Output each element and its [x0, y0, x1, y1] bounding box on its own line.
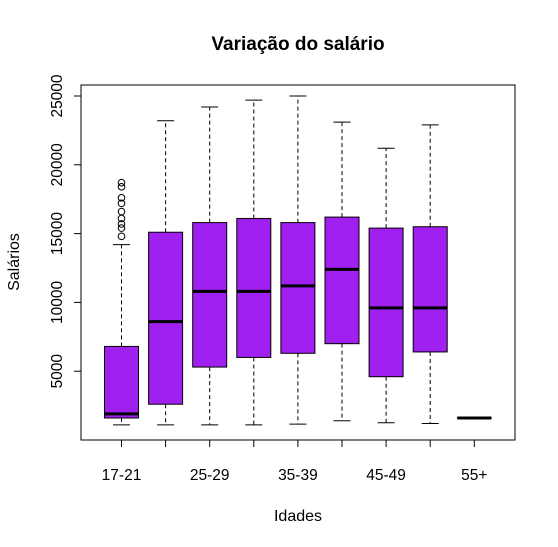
box-body — [280, 222, 316, 354]
box-30-34 — [236, 99, 272, 426]
chart-title: Variação do salário — [211, 34, 384, 55]
box-25-29 — [192, 106, 228, 426]
x-axis: 17-21 25-29 35-39 45-49 55+ — [102, 439, 487, 484]
box-22-24 — [148, 120, 184, 426]
outlier-point — [117, 183, 126, 191]
outlier-point — [117, 207, 126, 216]
x-tick-label: 35-39 — [278, 467, 318, 484]
outlier-point — [117, 232, 126, 241]
y-tick-label: 5000 — [49, 354, 66, 389]
box-body — [148, 231, 184, 405]
box-body — [324, 216, 360, 345]
box-45-49 — [368, 147, 404, 424]
box-50-54 — [412, 124, 448, 424]
x-tick-label: 55+ — [461, 467, 487, 484]
y-tick-label: 20000 — [49, 143, 66, 186]
x-tick-label: 17-21 — [102, 467, 142, 484]
box-body — [368, 227, 404, 378]
box-body — [192, 222, 228, 368]
box-17-21 — [104, 178, 139, 426]
outlier-point — [117, 224, 126, 232]
box-40-44 — [324, 121, 360, 422]
y-tick-label: 10000 — [49, 280, 66, 323]
box-body — [412, 226, 448, 353]
boxes-group — [104, 95, 492, 426]
x-tick-label: 45-49 — [366, 467, 406, 484]
outlier-point — [117, 194, 126, 202]
y-tick-label: 25000 — [49, 74, 66, 117]
x-axis-label: Idades — [274, 508, 322, 525]
y-tick-label: 15000 — [49, 212, 66, 255]
outlier-point — [117, 220, 126, 228]
box-body — [104, 345, 139, 419]
x-tick-label: 25-29 — [190, 467, 230, 484]
box-35-39 — [280, 95, 316, 425]
outlier-point — [117, 178, 126, 187]
box-body — [236, 217, 272, 358]
y-axis: 5000 10000 15000 20000 25000 — [49, 74, 82, 389]
y-axis-label: Salários — [6, 233, 23, 291]
outlier-point — [117, 199, 126, 208]
